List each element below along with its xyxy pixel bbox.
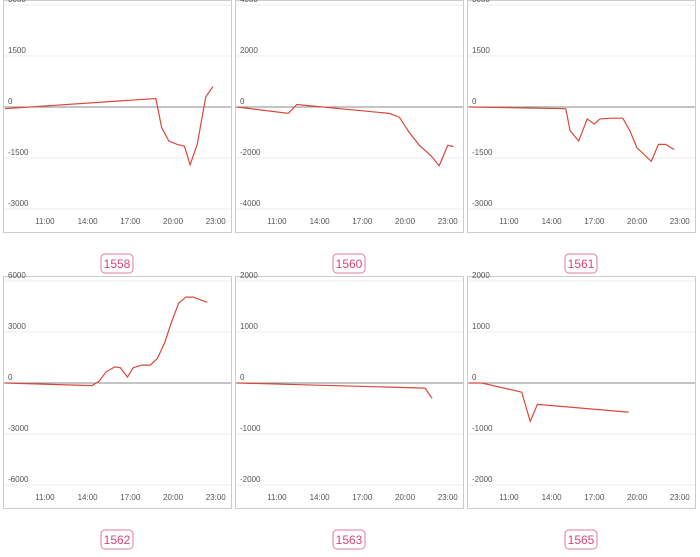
label-button-text[interactable]: 1558: [104, 257, 131, 271]
x-tick-label: 14:00: [542, 493, 563, 502]
y-tick-label: 0: [472, 97, 477, 106]
x-tick-label: 11:00: [35, 217, 55, 226]
y-tick-label: 4000: [240, 0, 258, 4]
x-tick-label: 17:00: [584, 217, 605, 226]
y-tick-label: 0: [8, 97, 13, 106]
line-series: [4, 296, 208, 387]
y-tick-label: -3000: [8, 199, 29, 208]
x-tick-label: 17:00: [584, 493, 605, 502]
panel: [3, 0, 232, 233]
y-tick-label: 0: [8, 373, 13, 382]
y-tick-label: 2000: [240, 271, 258, 280]
x-tick-label: 14:00: [310, 217, 331, 226]
x-tick-label: 23:00: [670, 217, 691, 226]
x-tick-label: 14:00: [78, 493, 99, 502]
line-series: [468, 106, 675, 163]
x-tick-label: 20:00: [627, 493, 648, 502]
x-tick-label: 11:00: [499, 217, 519, 226]
panel: [3, 276, 232, 509]
y-tick-label: 1500: [472, 46, 490, 55]
y-tick-label: -4000: [240, 199, 261, 208]
label-button[interactable]: [332, 529, 366, 550]
label-button-text[interactable]: 1560: [336, 257, 363, 271]
y-tick-label: 3000: [8, 0, 26, 4]
x-tick-label: 20:00: [163, 217, 184, 226]
label-button[interactable]: [564, 529, 598, 550]
x-tick-label: 11:00: [267, 493, 287, 502]
x-tick-label: 17:00: [120, 217, 141, 226]
x-tick-label: 23:00: [438, 493, 459, 502]
y-tick-label: 0: [472, 373, 477, 382]
label-button[interactable]: [564, 253, 598, 274]
x-tick-label: 23:00: [438, 217, 459, 226]
y-tick-label: -2000: [472, 475, 493, 484]
y-tick-label: 2000: [240, 46, 258, 55]
y-tick-label: -3000: [472, 199, 493, 208]
label-button[interactable]: [100, 253, 134, 274]
panel: [235, 276, 464, 509]
y-tick-label: 0: [240, 373, 245, 382]
y-tick-label: 1000: [240, 322, 258, 331]
x-tick-label: 23:00: [206, 493, 227, 502]
panel: [235, 0, 464, 233]
x-tick-label: 20:00: [627, 217, 648, 226]
y-tick-label: 3000: [8, 322, 26, 331]
x-tick-label: 20:00: [163, 493, 184, 502]
label-button[interactable]: [332, 253, 366, 274]
y-tick-label: 6000: [8, 271, 26, 280]
x-tick-label: 23:00: [206, 217, 227, 226]
line-series: [236, 103, 454, 167]
x-tick-label: 14:00: [542, 217, 563, 226]
x-tick-label: 14:00: [310, 493, 331, 502]
x-tick-label: 14:00: [78, 217, 99, 226]
x-tick-label: 11:00: [267, 217, 287, 226]
y-tick-label: 1000: [472, 322, 490, 331]
x-tick-label: 23:00: [670, 493, 691, 502]
panel: [467, 0, 696, 233]
y-tick-label: 2000: [472, 271, 490, 280]
y-tick-label: -1500: [8, 148, 29, 157]
y-tick-label: -2000: [240, 148, 261, 157]
x-tick-label: 11:00: [35, 493, 55, 502]
y-tick-label: 0: [240, 97, 245, 106]
y-tick-label: -1000: [472, 424, 493, 433]
y-tick-label: -1000: [240, 424, 261, 433]
line-series: [469, 382, 629, 424]
y-tick-label: -6000: [8, 475, 29, 484]
label-button-text[interactable]: 1563: [336, 533, 363, 547]
line-series: [4, 86, 214, 167]
y-tick-label: -2000: [240, 475, 261, 484]
panel: [467, 276, 696, 509]
y-tick-label: -1500: [472, 148, 493, 157]
x-tick-label: 11:00: [499, 493, 519, 502]
y-tick-label: 3000: [472, 0, 490, 4]
x-tick-label: 17:00: [352, 493, 373, 502]
label-button-text[interactable]: 1562: [104, 533, 131, 547]
label-button-text[interactable]: 1565: [568, 533, 595, 547]
line-series: [236, 382, 433, 399]
label-button[interactable]: [100, 529, 134, 550]
x-tick-label: 20:00: [395, 217, 416, 226]
x-tick-label: 17:00: [352, 217, 373, 226]
y-tick-label: -3000: [8, 424, 29, 433]
label-button-text[interactable]: 1561: [568, 257, 595, 271]
y-tick-label: 1500: [8, 46, 26, 55]
x-tick-label: 17:00: [120, 493, 141, 502]
x-tick-label: 20:00: [395, 493, 416, 502]
